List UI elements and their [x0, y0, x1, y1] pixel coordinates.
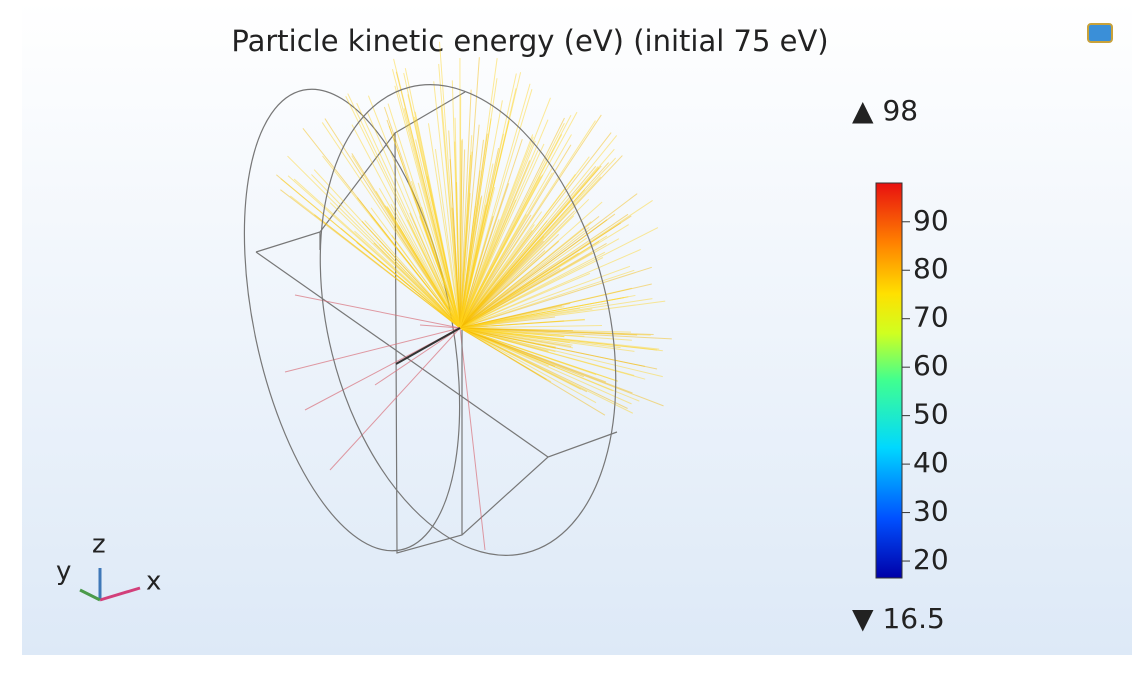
window-icon[interactable]	[1088, 24, 1112, 42]
colorbar	[876, 183, 902, 578]
colorbar-tick-label: 80	[913, 252, 949, 285]
colorbar-min: ▼ 16.5	[852, 602, 945, 635]
colorbar-tick-label: 30	[913, 495, 949, 528]
colorbar-tick-label: 20	[913, 543, 949, 576]
colorbar-max: ▲ 98	[852, 94, 918, 127]
colorbar-tick-label: 70	[913, 301, 949, 334]
colorbar-tick-label: 40	[913, 446, 949, 479]
y-label: y	[56, 557, 71, 587]
max-value: 98	[882, 94, 918, 127]
colorbar-tick-label: 60	[913, 349, 949, 382]
colorbar-tick-label: 90	[913, 204, 949, 237]
x-label: x	[146, 567, 161, 597]
up-triangle: ▲	[852, 94, 882, 127]
colorbar-tick-label: 50	[913, 398, 949, 431]
min-value: 16.5	[882, 602, 944, 635]
plot-background	[22, 0, 1132, 655]
down-triangle: ▼	[852, 602, 882, 635]
plot-window: Particle kinetic energy (eV) (initial 75…	[0, 0, 1132, 681]
z-label: z	[92, 530, 106, 560]
plot-title: Particle kinetic energy (eV) (initial 75…	[231, 24, 828, 58]
